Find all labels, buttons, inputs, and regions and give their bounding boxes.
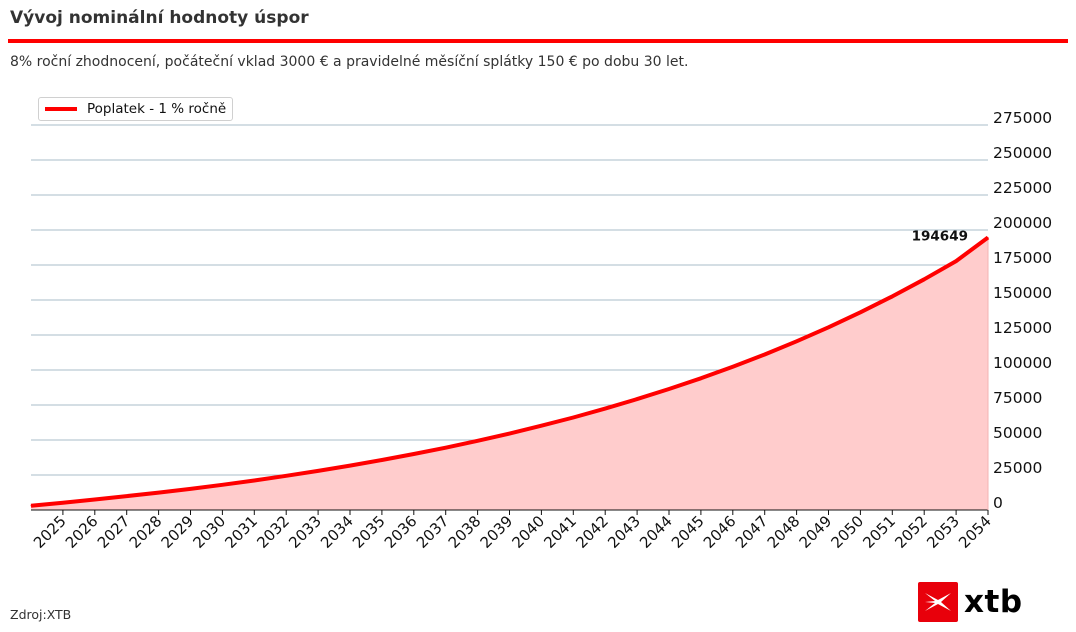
legend-label: Poplatek - 1 % ročně: [87, 101, 227, 117]
x-tick-label: 2034: [317, 512, 357, 552]
data-point: [572, 416, 574, 418]
x-tick-label: 2027: [94, 512, 134, 552]
legend-swatch: [45, 107, 77, 111]
y-tick-label: 225000: [993, 179, 1052, 197]
x-tick-label: 2036: [381, 512, 421, 552]
data-point: [604, 408, 606, 410]
data-point: [317, 470, 319, 472]
data-point: [30, 505, 32, 507]
x-logo-icon: [925, 593, 951, 611]
y-tick-label: 150000: [993, 284, 1052, 302]
x-tick-label: 2042: [572, 512, 612, 552]
data-point: [891, 295, 893, 297]
data-point: [62, 502, 64, 504]
x-tick-label: 2033: [285, 512, 325, 552]
y-tick-label: 25000: [993, 459, 1042, 477]
y-tick-label: 100000: [993, 354, 1052, 372]
x-tick-label: 2035: [349, 512, 389, 552]
x-tick-label: 2029: [158, 512, 198, 552]
data-point: [221, 484, 223, 486]
data-point: [381, 459, 383, 461]
chart-subtitle: 8% roční zhodnocení, počáteční vklad 300…: [10, 54, 689, 70]
data-point: [253, 479, 255, 481]
x-tick-label: 2038: [445, 512, 485, 552]
y-tick-labels: 0 25000 50000 75000 100000 125000 150000 175000…: [993, 109, 1052, 512]
x-tick-label: 2040: [508, 512, 548, 552]
x-tick-label: 2037: [413, 512, 453, 552]
x-tick-label: 2053: [923, 512, 963, 552]
end-value-label: 194649: [912, 228, 968, 244]
x-tick-label: 2050: [827, 512, 867, 552]
data-point: [796, 340, 798, 342]
data-point: [636, 398, 638, 400]
data-point: [190, 488, 191, 490]
y-tick-label: 175000: [993, 249, 1052, 267]
x-tick-label: 2054: [955, 512, 995, 552]
x-tick-label: 2045: [668, 512, 708, 552]
xtb-logo-text: xtb: [964, 584, 1023, 620]
x-tick-label: 2041: [540, 512, 580, 552]
data-point: [349, 465, 351, 467]
data-point: [477, 440, 479, 442]
data-point: [764, 353, 766, 355]
y-tick-label: 250000: [993, 144, 1052, 162]
data-point: [700, 377, 702, 379]
x-tick-labels: 2025202620272028202920302031203220332034…: [30, 510, 995, 552]
data-point: [158, 492, 160, 494]
x-tick-label: 2025: [30, 512, 70, 552]
title-divider: [8, 39, 1068, 43]
data-point: [732, 366, 734, 368]
source-note: Zdroj:XTB: [10, 607, 72, 622]
area-fill: [31, 237, 988, 510]
data-point: [668, 388, 670, 390]
data-point: [955, 260, 957, 262]
x-tick-label: 2044: [636, 512, 676, 552]
chart-title: Vývoj nominální hodnoty úspor: [10, 8, 309, 28]
data-point: [540, 425, 542, 427]
data-point: [413, 453, 415, 455]
x-tick-label: 2026: [62, 512, 102, 552]
data-point: [285, 475, 287, 477]
x-tick-label: 2031: [221, 512, 261, 552]
x-tick-label: 2032: [253, 512, 293, 552]
x-tick-label: 2028: [126, 512, 166, 552]
data-point: [859, 311, 861, 313]
data-point: [987, 236, 989, 238]
x-tick-label: 2039: [477, 512, 517, 552]
x-tick-label: 2051: [859, 512, 899, 552]
x-tick-label: 2030: [189, 512, 229, 552]
data-point: [94, 499, 96, 500]
x-tick-label: 2052: [891, 512, 931, 552]
data-point: [126, 495, 128, 497]
x-tick-label: 2049: [796, 512, 836, 552]
annotations: 194649: [912, 228, 968, 244]
y-tick-label: 200000: [993, 214, 1052, 232]
x-tick-label: 2047: [732, 512, 772, 552]
y-tick-label: 75000: [993, 389, 1042, 407]
legend: Poplatek - 1 % ročně: [38, 97, 234, 121]
data-point: [828, 326, 829, 328]
data-point: [509, 433, 510, 435]
y-tick-label: 275000: [993, 109, 1052, 127]
series-line-group: [30, 235, 990, 508]
area-fill-group: [31, 237, 988, 510]
x-tick-label: 2046: [700, 512, 740, 552]
xtb-logo-mark: [918, 582, 958, 622]
x-tick-label: 2048: [764, 512, 804, 552]
y-tick-label: 125000: [993, 319, 1052, 337]
data-point: [923, 278, 925, 280]
y-tick-label: 0: [993, 494, 1003, 512]
x-tick-label: 2043: [604, 512, 644, 552]
xtb-logo: xtb: [918, 582, 1023, 622]
data-point: [445, 447, 447, 449]
y-tick-label: 50000: [993, 424, 1042, 442]
